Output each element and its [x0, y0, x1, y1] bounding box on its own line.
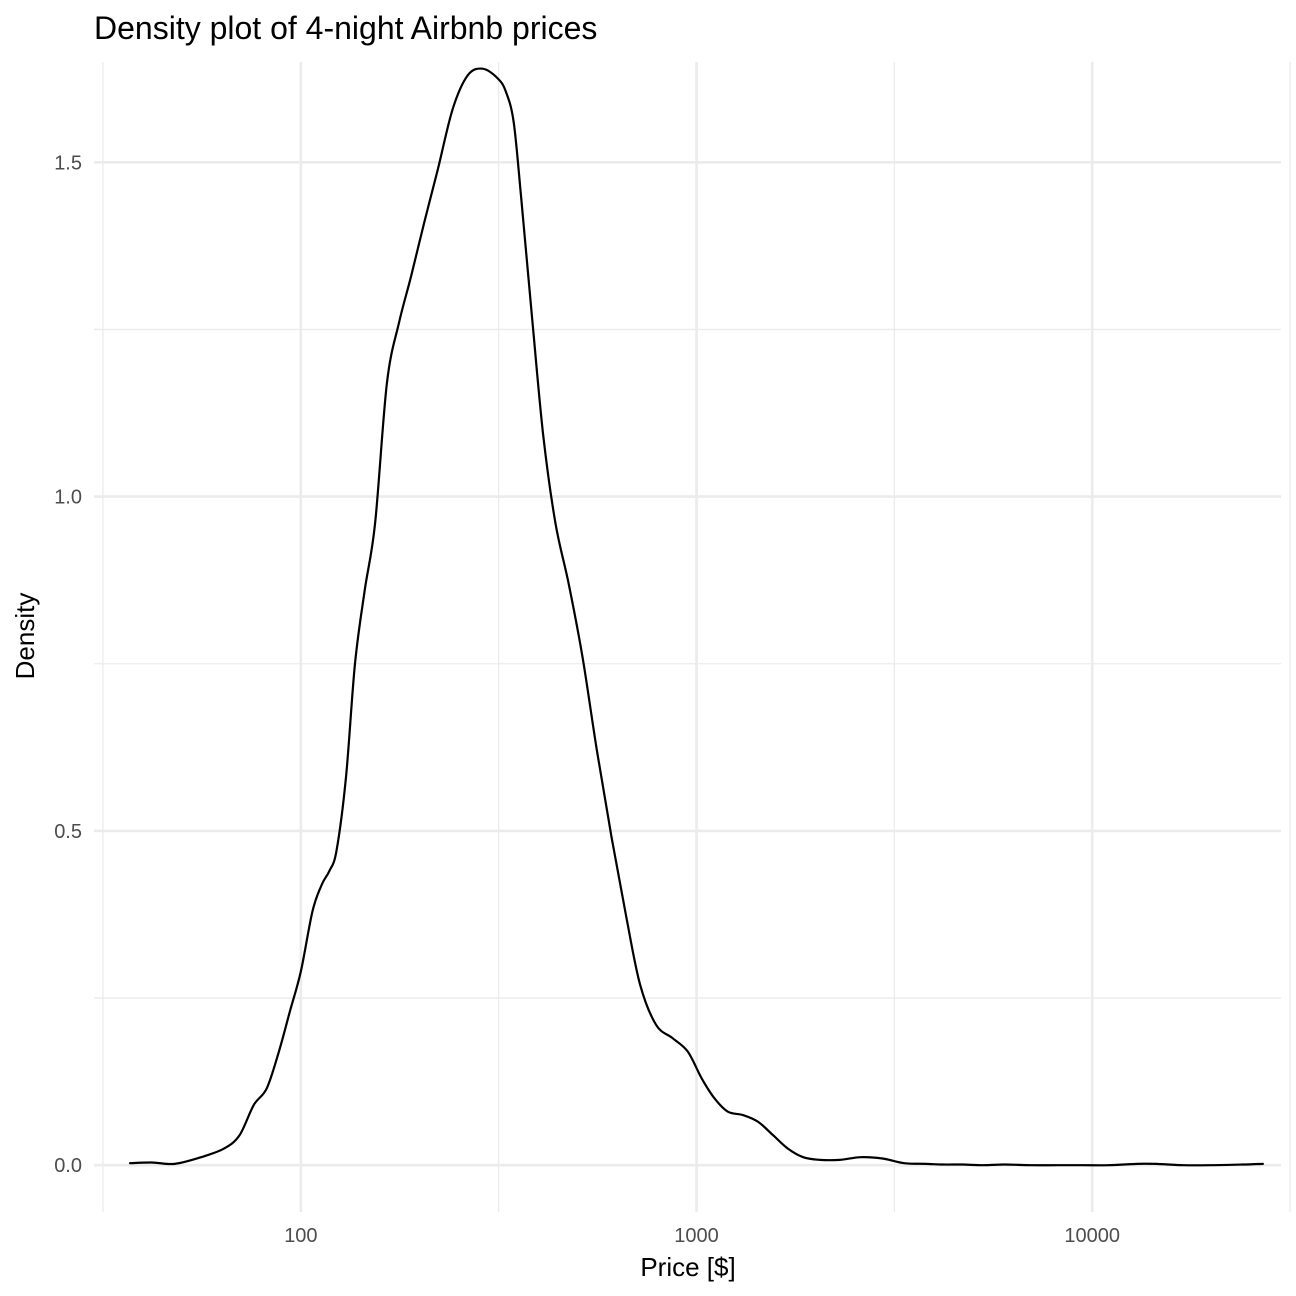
y-tick-label: 0.5	[54, 821, 82, 843]
y-tick-label: 1.5	[54, 152, 82, 174]
x-axis-title: Price [$]	[640, 1252, 735, 1282]
y-tick-label: 0.0	[54, 1155, 82, 1177]
density-series	[128, 67, 1264, 1167]
x-tick-label: 1000	[674, 1225, 719, 1247]
x-tick-label: 10000	[1064, 1225, 1120, 1247]
chart-title: Density plot of 4-night Airbnb prices	[94, 10, 597, 46]
y-tick-label: 1.0	[54, 487, 82, 509]
density-line	[128, 67, 1264, 1167]
x-tick-label: 100	[284, 1225, 317, 1247]
grid	[94, 62, 1291, 1212]
tick-labels: 100 1000 10000 0.0 0.5 1.0 1.5	[54, 152, 1120, 1247]
y-axis-title: Density	[10, 593, 40, 680]
